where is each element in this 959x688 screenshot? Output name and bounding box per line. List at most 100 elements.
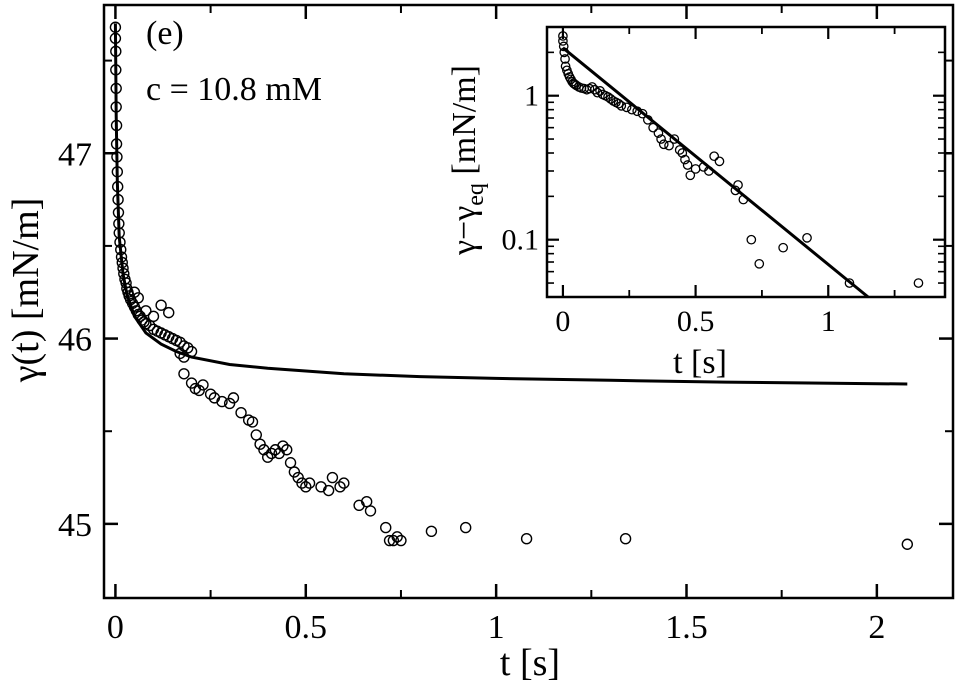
inset-data-point: [658, 139, 669, 150]
data-point: [235, 406, 247, 419]
data-point: [147, 310, 160, 323]
data-point: [204, 388, 217, 400]
data-point: [364, 505, 377, 517]
x-tick-label: 1.5: [665, 609, 708, 646]
inset-chart: 0 0.5 1 0.1 1 t [s] γ−γeq [mN/m]: [446, 25, 947, 381]
data-point: [197, 379, 209, 391]
inset-x-tick-label: 0.5: [677, 305, 715, 338]
inset-data-point: [637, 108, 648, 119]
inset-data-point: [677, 148, 688, 158]
inset-data-point: [709, 151, 720, 162]
inset-y-label-unit: [mN/m]: [446, 65, 483, 183]
data-point: [360, 495, 373, 508]
data-point: [250, 429, 262, 441]
data-point: [303, 477, 316, 489]
main-ticks: [104, 5, 953, 598]
data-point: [284, 457, 297, 469]
concentration-annotation: c = 10.8 mM: [146, 71, 322, 108]
data-point: [163, 306, 175, 319]
data-point: [425, 525, 438, 537]
data-point: [391, 531, 403, 543]
data-point: [182, 342, 194, 354]
inset-y-tick-label: 0.1: [502, 224, 540, 257]
data-point: [178, 368, 190, 380]
inset-data-point: [571, 80, 582, 91]
main-x-axis-label: t [s]: [500, 642, 560, 684]
inset-x-axis-label: t [s]: [673, 344, 727, 381]
main-chart: 0 0.5 1 1.5 2 45 46 47 (e) c = 10.8 mM t [s] γ(…: [5, 3, 955, 684]
inset-y-label-sub: eq: [463, 183, 489, 206]
inset-x-tick-label: 1: [821, 305, 836, 338]
data-point: [174, 336, 186, 348]
inset-ticks: [547, 27, 945, 297]
x-tick-label: 0.5: [285, 609, 328, 646]
inset-data-point: [682, 160, 693, 170]
data-point: [322, 484, 335, 497]
inset-data-point: [653, 128, 664, 138]
inset-y-axis-label: γ−γeq [mN/m]: [446, 65, 489, 256]
inset-data-point: [584, 83, 595, 94]
data-point: [155, 299, 167, 311]
y-tick-label: 47: [58, 136, 92, 173]
inset-data-point: [589, 84, 600, 95]
inset-data-point: [746, 234, 757, 245]
inset-data-point: [714, 156, 725, 167]
y-tick-label: 46: [58, 322, 92, 359]
x-tick-label: 2: [868, 609, 885, 646]
data-point: [281, 444, 293, 456]
data-point: [246, 416, 259, 428]
data-point: [265, 447, 278, 460]
data-point: [262, 451, 274, 463]
y-tick-label: 45: [58, 507, 92, 544]
x-tick-label: 0: [107, 609, 124, 646]
inset-data-point: [558, 36, 568, 46]
main-data-points: [109, 21, 914, 550]
inset-data-point: [754, 258, 765, 269]
inset-data-point: [616, 101, 627, 111]
inset-data-point: [802, 233, 812, 243]
data-point: [380, 521, 392, 534]
panel-label: (e): [146, 15, 184, 52]
inset-data-point: [674, 145, 685, 155]
data-point: [459, 521, 472, 534]
inset-data-point: [680, 154, 690, 165]
data-point: [901, 538, 914, 550]
data-point: [619, 533, 632, 545]
inset-data-point: [656, 134, 666, 144]
inset-data-point: [664, 140, 674, 151]
x-tick-label: 1: [488, 609, 505, 646]
inset-data-point: [778, 242, 788, 253]
data-point: [296, 477, 308, 489]
data-point: [520, 533, 533, 545]
data-point: [143, 319, 156, 332]
inset-data-point: [605, 94, 616, 104]
inset-fit-line: [561, 46, 870, 299]
inset-x-tick-label: 0: [555, 305, 570, 338]
main-fit-line: [113, 23, 908, 386]
main-y-axis-label: γ(t) [mN/m]: [5, 198, 47, 384]
data-point: [132, 292, 144, 304]
inset-data-point: [621, 102, 632, 113]
data-point: [326, 471, 339, 484]
inset-data-point: [558, 31, 568, 41]
data-point: [387, 534, 400, 547]
inset-tick-labels: 0 0.5 1 0.1 1: [502, 80, 836, 338]
inset-data-point: [913, 278, 924, 288]
data-point: [216, 395, 228, 408]
inset-data-point: [587, 82, 597, 92]
inset-data-point: [685, 170, 696, 181]
inset-data-point: [613, 98, 624, 109]
inset-data-points: [558, 31, 924, 288]
inset-plot-frame: [545, 25, 947, 299]
data-point: [334, 481, 346, 493]
data-point: [277, 440, 289, 452]
inset-data-point: [669, 134, 680, 144]
inset-data-point: [560, 54, 570, 64]
data-point: [140, 305, 152, 317]
inset-y-tick-label: 1: [524, 80, 539, 113]
main-plot-frame: [102, 3, 955, 600]
inset-y-label-main: γ−γ: [446, 206, 483, 256]
data-point: [300, 481, 312, 493]
inset-data-point: [648, 122, 658, 133]
